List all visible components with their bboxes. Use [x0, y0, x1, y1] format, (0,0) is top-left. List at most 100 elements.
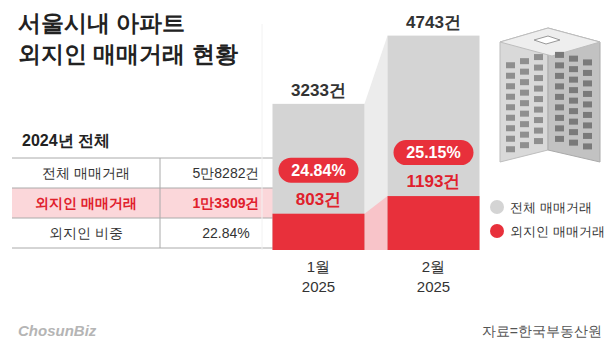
share-label: 25.15%: [406, 144, 460, 161]
building-window: [520, 100, 529, 106]
building-window: [534, 96, 543, 102]
building-window: [583, 101, 592, 107]
building-window: [555, 136, 564, 142]
table-value: 22.84%: [202, 225, 249, 241]
table-value: 1만3309건: [193, 195, 260, 211]
building-window: [569, 140, 578, 146]
building-window: [583, 122, 592, 128]
building-window: [583, 80, 592, 86]
legend-label: 전체 매매거래: [510, 200, 592, 215]
building-window: [555, 73, 564, 79]
table-label: 외지인 비중: [49, 225, 123, 241]
building-window: [555, 125, 564, 131]
building-window: [506, 94, 515, 100]
table-rule: [12, 158, 292, 159]
table-divider: [160, 158, 161, 248]
category-line: 2025: [417, 278, 450, 295]
building-window: [555, 62, 564, 68]
total-connector: [365, 36, 388, 250]
building-window: [583, 59, 592, 65]
building-window: [569, 56, 578, 62]
building-window: [534, 86, 543, 92]
building-window: [506, 104, 515, 110]
bars: [273, 36, 480, 250]
total-label: 4743건: [406, 13, 461, 32]
building-window: [506, 83, 515, 89]
building-window: [534, 54, 543, 60]
share-label: 24.84%: [291, 162, 345, 179]
chart-root: 서울시내 아파트외지인 매매거래 현황 2024년 전체전체 매매거래 5만8282…: [0, 0, 616, 353]
building-window: [583, 70, 592, 76]
category-line: 2월: [422, 258, 445, 275]
building-window: [569, 98, 578, 104]
building-window: [534, 117, 543, 123]
building-window: [506, 73, 515, 79]
building-window: [506, 146, 515, 152]
category-line: 2025: [302, 278, 335, 295]
table-title: 2024년 전체: [22, 132, 110, 149]
legend-swatch: [490, 200, 504, 214]
title: 서울시내 아파트외지인 매매거래 현황: [18, 10, 238, 67]
legend-label: 외지인 매매거래: [510, 224, 605, 239]
table-rule: [12, 218, 292, 219]
building-window: [520, 121, 529, 127]
total-bar: [388, 36, 480, 250]
table-value: 5만8282건: [193, 165, 260, 181]
building-window: [569, 119, 578, 125]
building-window: [569, 108, 578, 114]
building-window: [520, 90, 529, 96]
legend-swatch: [490, 224, 504, 238]
share-pill: [394, 140, 474, 165]
outsider-bar: [273, 214, 365, 250]
total-bar: [273, 104, 365, 250]
building-window: [534, 75, 543, 81]
building-window: [520, 79, 529, 85]
building-roof: [500, 28, 600, 56]
table-rule: [12, 248, 292, 249]
table-rule: [12, 188, 292, 189]
building-window: [534, 138, 543, 144]
building-window: [569, 87, 578, 93]
building-window: [583, 143, 592, 149]
building-window: [506, 115, 515, 121]
building-window: [520, 69, 529, 75]
building-roof-box: [534, 36, 560, 44]
y-axis: [262, 24, 263, 250]
building-window: [520, 132, 529, 138]
building-window: [583, 112, 592, 118]
building-window: [583, 133, 592, 139]
source: 자료=한국부동산원: [482, 323, 602, 339]
building-window: [555, 83, 564, 89]
table-label: 외지인 매매거래: [35, 195, 137, 211]
building-window: [506, 136, 515, 142]
building-icon: [500, 28, 600, 162]
building-window: [555, 104, 564, 110]
table-highlight: [12, 188, 292, 218]
building-window: [569, 129, 578, 135]
building-window: [506, 62, 515, 68]
building-window: [569, 66, 578, 72]
building-window: [520, 58, 529, 64]
building-window: [534, 107, 543, 113]
logo: ChosunBiz: [18, 322, 97, 339]
building-window: [555, 94, 564, 100]
outsider-connector: [365, 196, 388, 250]
total-label: 3233건: [291, 81, 346, 100]
building-window: [520, 111, 529, 117]
background: [0, 0, 616, 353]
outsider-label: 1193건: [407, 172, 461, 191]
building-window: [520, 142, 529, 148]
category-label: 2월 2025: [417, 258, 450, 295]
building-window: [569, 77, 578, 83]
building-window: [534, 65, 543, 71]
category-label: 1월 2025: [302, 258, 335, 295]
title-line: 서울시내 아파트: [18, 10, 185, 36]
share-pill: [279, 158, 359, 183]
category-line: 1월: [307, 258, 330, 275]
outsider-bar: [388, 196, 480, 250]
building-window: [583, 91, 592, 97]
table-label: 전체 매매거래: [42, 165, 130, 181]
building-window: [555, 115, 564, 121]
building-window: [534, 128, 543, 134]
title-line: 외지인 매매거래 현황: [18, 41, 238, 67]
